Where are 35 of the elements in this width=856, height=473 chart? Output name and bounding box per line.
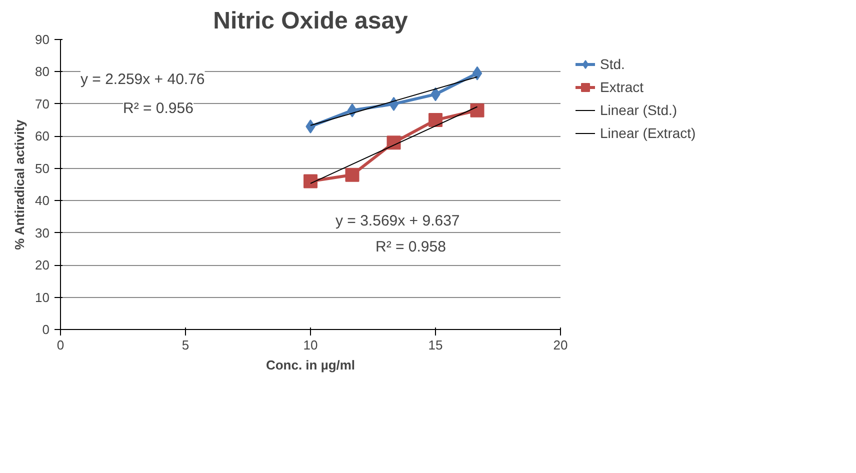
point — [386, 136, 401, 150]
x-tick-label: 15 — [428, 338, 443, 352]
y-tick-label: 60 — [35, 128, 50, 144]
y-axis-title: % Antiradical activity — [12, 118, 28, 250]
point — [304, 174, 318, 188]
x-axis-title: Conc. in µg/ml — [266, 358, 356, 372]
x-tick-label: 5 — [182, 338, 190, 352]
legend-label: Linear (Std.) — [600, 102, 678, 118]
annotation: R² = 0.956 — [123, 100, 194, 117]
y-tick-label: 70 — [35, 96, 50, 112]
legend-label: Extract — [600, 79, 644, 95]
annotation: y = 3.569x + 9.637 — [336, 212, 460, 230]
x-tick-label: 20 — [553, 338, 568, 352]
y-tick-label: 40 — [35, 193, 50, 208]
point — [470, 103, 484, 118]
x-tick-label: 0 — [56, 338, 64, 352]
point — [388, 96, 399, 111]
y-tick-label: 10 — [35, 290, 50, 305]
point — [428, 113, 442, 128]
legend-label: Std. — [600, 56, 625, 72]
legend-label: Linear (Extract) — [600, 125, 696, 141]
point — [472, 66, 482, 80]
y-tick-label: 0 — [42, 322, 50, 337]
point — [306, 120, 316, 134]
y-tick-label: 90 — [35, 32, 50, 47]
chart-title: Nitric Oxide asay — [213, 8, 409, 34]
annotation: y = 2.259x + 40.76 — [80, 70, 205, 88]
y-tick-label: 20 — [35, 258, 50, 273]
y-tick-label: 80 — [35, 64, 50, 80]
y-tick-label: 50 — [35, 160, 50, 176]
annotation: R² = 0.958 — [376, 238, 446, 256]
y-tick-label: 30 — [35, 225, 50, 240]
point — [347, 103, 358, 118]
x-tick-label: 10 — [303, 338, 318, 352]
point — [345, 168, 360, 182]
